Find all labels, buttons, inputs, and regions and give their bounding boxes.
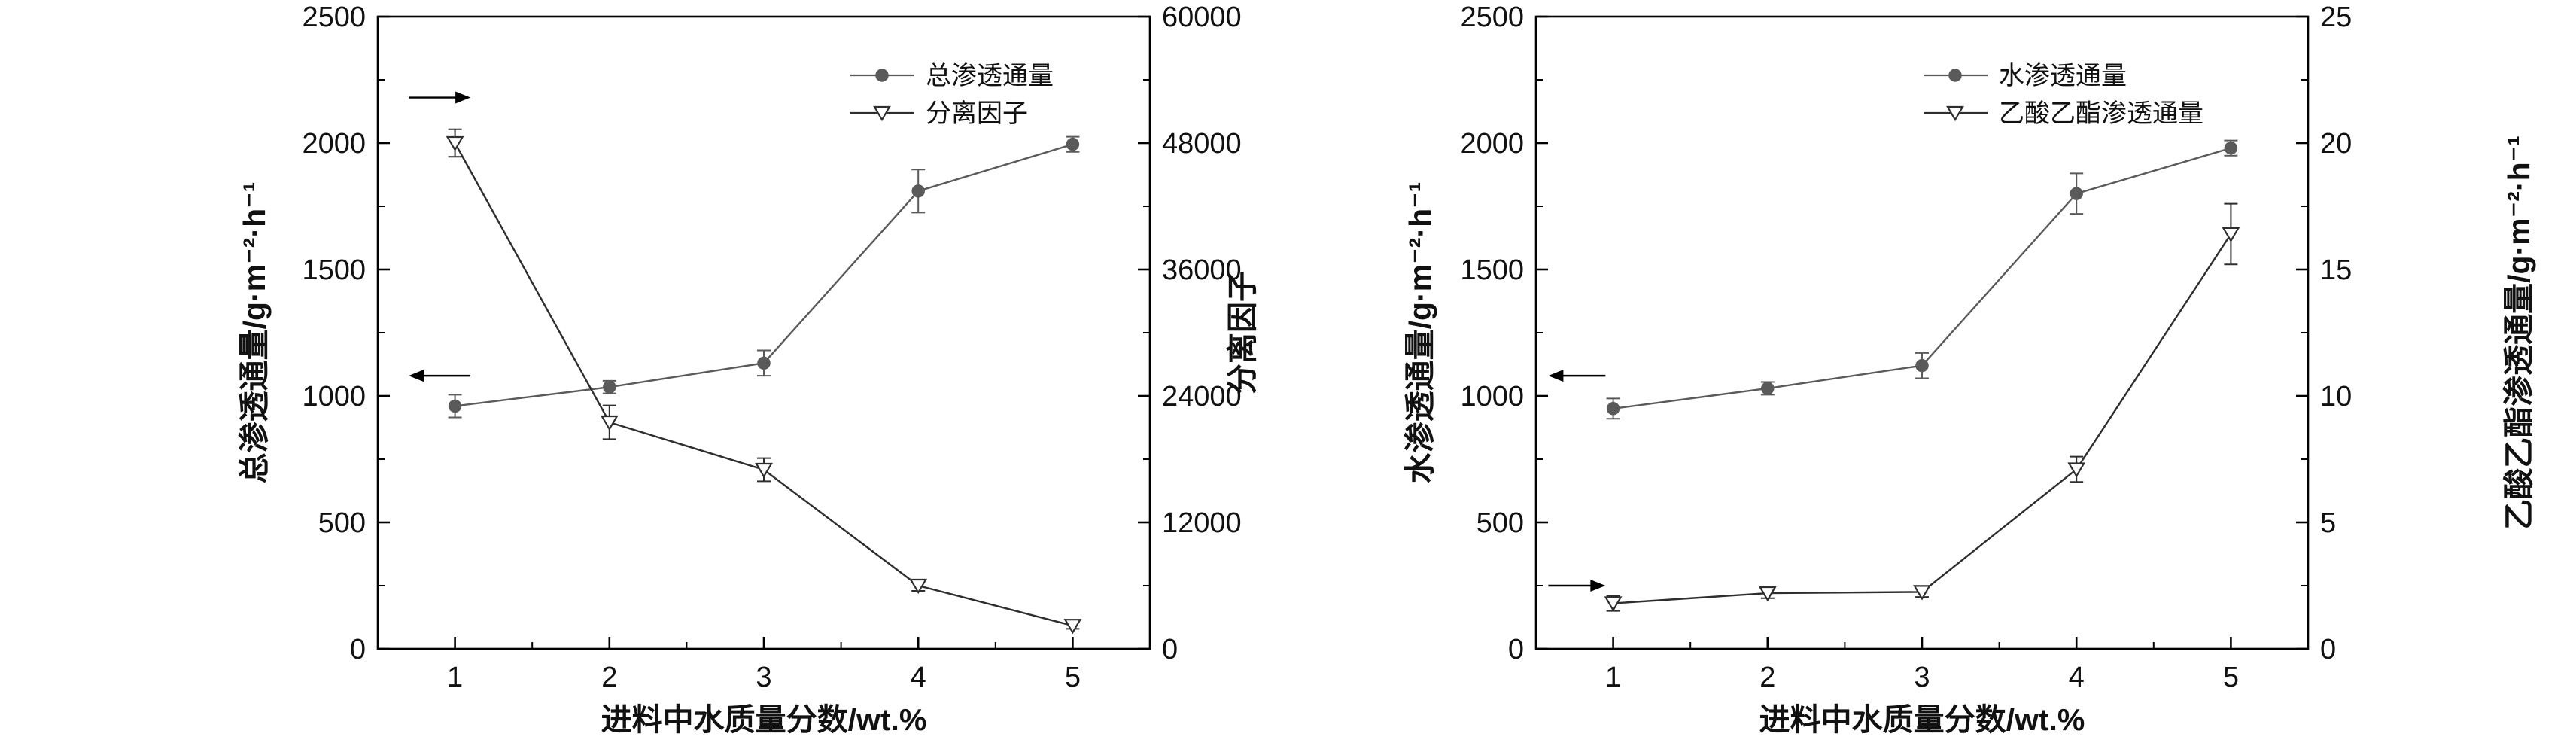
x-tick-label: 1 — [447, 662, 463, 693]
chart-total-permeation-flux-and-separation-factor: 1 2 3 4 5 0 500 1000 1500 2000 2500 0 12000 24000 3600… — [237, 2, 1260, 737]
legend-label: 分离因子 — [926, 99, 1028, 128]
circle-marker — [1606, 402, 1620, 416]
y-left-tick-label: 0 — [1508, 634, 1524, 665]
circle-marker — [1066, 137, 1080, 151]
triangle-down-marker — [600, 415, 619, 431]
chart-svg: 1 2 3 4 5 0 500 1000 1500 2000 2500 0 12000 24000 3600… — [237, 2, 1260, 737]
y-left-axis-title: 水渗透通量/g·m⁻²·h⁻¹ — [1403, 182, 1437, 484]
triangle-down-marker — [2222, 227, 2240, 243]
circle-marker — [1948, 69, 1962, 82]
x-tick-label: 5 — [2223, 662, 2239, 693]
y-right-tick-label: 36000 — [1162, 254, 1242, 286]
y-left-tick-label: 1500 — [1460, 254, 1524, 286]
x-axis-title: 进料中水质量分数/wt.% — [601, 702, 927, 737]
legend-label: 水渗透通量 — [1999, 62, 2127, 90]
circle-marker — [2070, 187, 2083, 200]
series-primary — [1606, 139, 2238, 420]
legend-label: 总渗透通量 — [926, 62, 1054, 90]
y-right-tick-label: 15 — [2320, 254, 2352, 286]
plot-frame — [376, 15, 1151, 650]
triangle-down-marker — [755, 462, 773, 479]
circle-marker — [757, 356, 771, 370]
axis-pointer-arrowhead — [409, 370, 424, 382]
x-tick-label: 1 — [1605, 662, 1621, 693]
x-tick-label: 3 — [1914, 662, 1930, 693]
circle-marker — [875, 69, 889, 82]
y-right-tick-label: 0 — [1162, 634, 1178, 665]
circle-marker — [2224, 141, 2238, 155]
axis-pointer-arrowhead — [455, 91, 471, 104]
axis-pointer-arrowhead — [1548, 370, 1564, 382]
series-secondary — [446, 128, 1082, 635]
y-left-tick-label: 1000 — [302, 381, 366, 413]
y-left-tick-label: 500 — [1477, 507, 1524, 539]
x-tick-label: 5 — [1065, 662, 1081, 693]
y-right-tick-label: 60000 — [1162, 2, 1242, 33]
triangle-down-marker — [2067, 462, 2086, 478]
triangle-down-marker — [446, 135, 464, 152]
y-left-tick-label: 2500 — [1460, 2, 1524, 33]
triangle-down-marker — [1604, 596, 1623, 612]
triangle-down-marker — [1913, 585, 1931, 601]
chart-svg: 1 2 3 4 5 0 500 1000 1500 2000 2500 0 5 10 15 20 25 水渗透通量… — [1403, 2, 2536, 737]
series-primary — [448, 135, 1080, 419]
y-left-tick-label: 0 — [350, 634, 366, 665]
circle-marker — [448, 399, 462, 413]
circle-marker — [911, 184, 925, 198]
y-right-tick-label: 25 — [2320, 2, 2352, 33]
y-right-tick-label: 10 — [2320, 381, 2352, 413]
y-left-tick-label: 500 — [318, 507, 366, 539]
triangle-down-marker — [909, 578, 928, 595]
chart-water-and-ethyl-acetate-permeation-flux: 1 2 3 4 5 0 500 1000 1500 2000 2500 0 5 10 15 20 25 水渗透通量… — [1288, 0, 2576, 752]
series-secondary — [1604, 202, 2240, 612]
triangle-down-marker — [1063, 619, 1082, 635]
y-right-tick-label: 48000 — [1162, 128, 1242, 160]
y-left-tick-label: 1000 — [1460, 381, 1524, 413]
circle-marker — [1761, 382, 1775, 395]
y-right-tick-label: 24000 — [1162, 381, 1242, 413]
triangle-down-marker — [873, 105, 891, 122]
y-left-axis-title: 总渗透通量/g·m⁻²·h⁻¹ — [237, 182, 272, 484]
y-right-tick-label: 12000 — [1162, 507, 1242, 539]
y-left-tick-label: 1500 — [302, 254, 366, 286]
x-tick-label: 4 — [911, 662, 926, 693]
circle-marker — [1915, 358, 1929, 373]
y-right-tick-label: 5 — [2320, 507, 2336, 539]
y-left-tick-label: 2000 — [1460, 128, 1524, 160]
x-tick-label: 4 — [2069, 662, 2085, 693]
y-left-tick-label: 2500 — [302, 2, 366, 33]
x-tick-label: 2 — [601, 662, 617, 693]
x-tick-label: 2 — [1759, 662, 1775, 693]
triangle-down-marker — [1946, 105, 1964, 122]
circle-marker — [603, 380, 616, 394]
x-tick-label: 3 — [756, 662, 771, 693]
axis-pointer-arrowhead — [1590, 580, 1606, 592]
y-left-tick-label: 2000 — [302, 128, 366, 160]
triangle-down-marker — [1758, 586, 1777, 602]
y-right-tick-label: 20 — [2320, 128, 2352, 160]
x-axis-title: 进料中水质量分数/wt.% — [1759, 702, 2085, 737]
y-right-axis-title: 分离因子 — [1225, 271, 1260, 394]
y-right-tick-label: 0 — [2320, 634, 2336, 665]
y-right-axis-title: 乙酸乙酯渗透通量/g·m⁻²·h⁻¹ — [2501, 135, 2536, 530]
legend-label: 乙酸乙酯渗透通量 — [1999, 99, 2203, 128]
